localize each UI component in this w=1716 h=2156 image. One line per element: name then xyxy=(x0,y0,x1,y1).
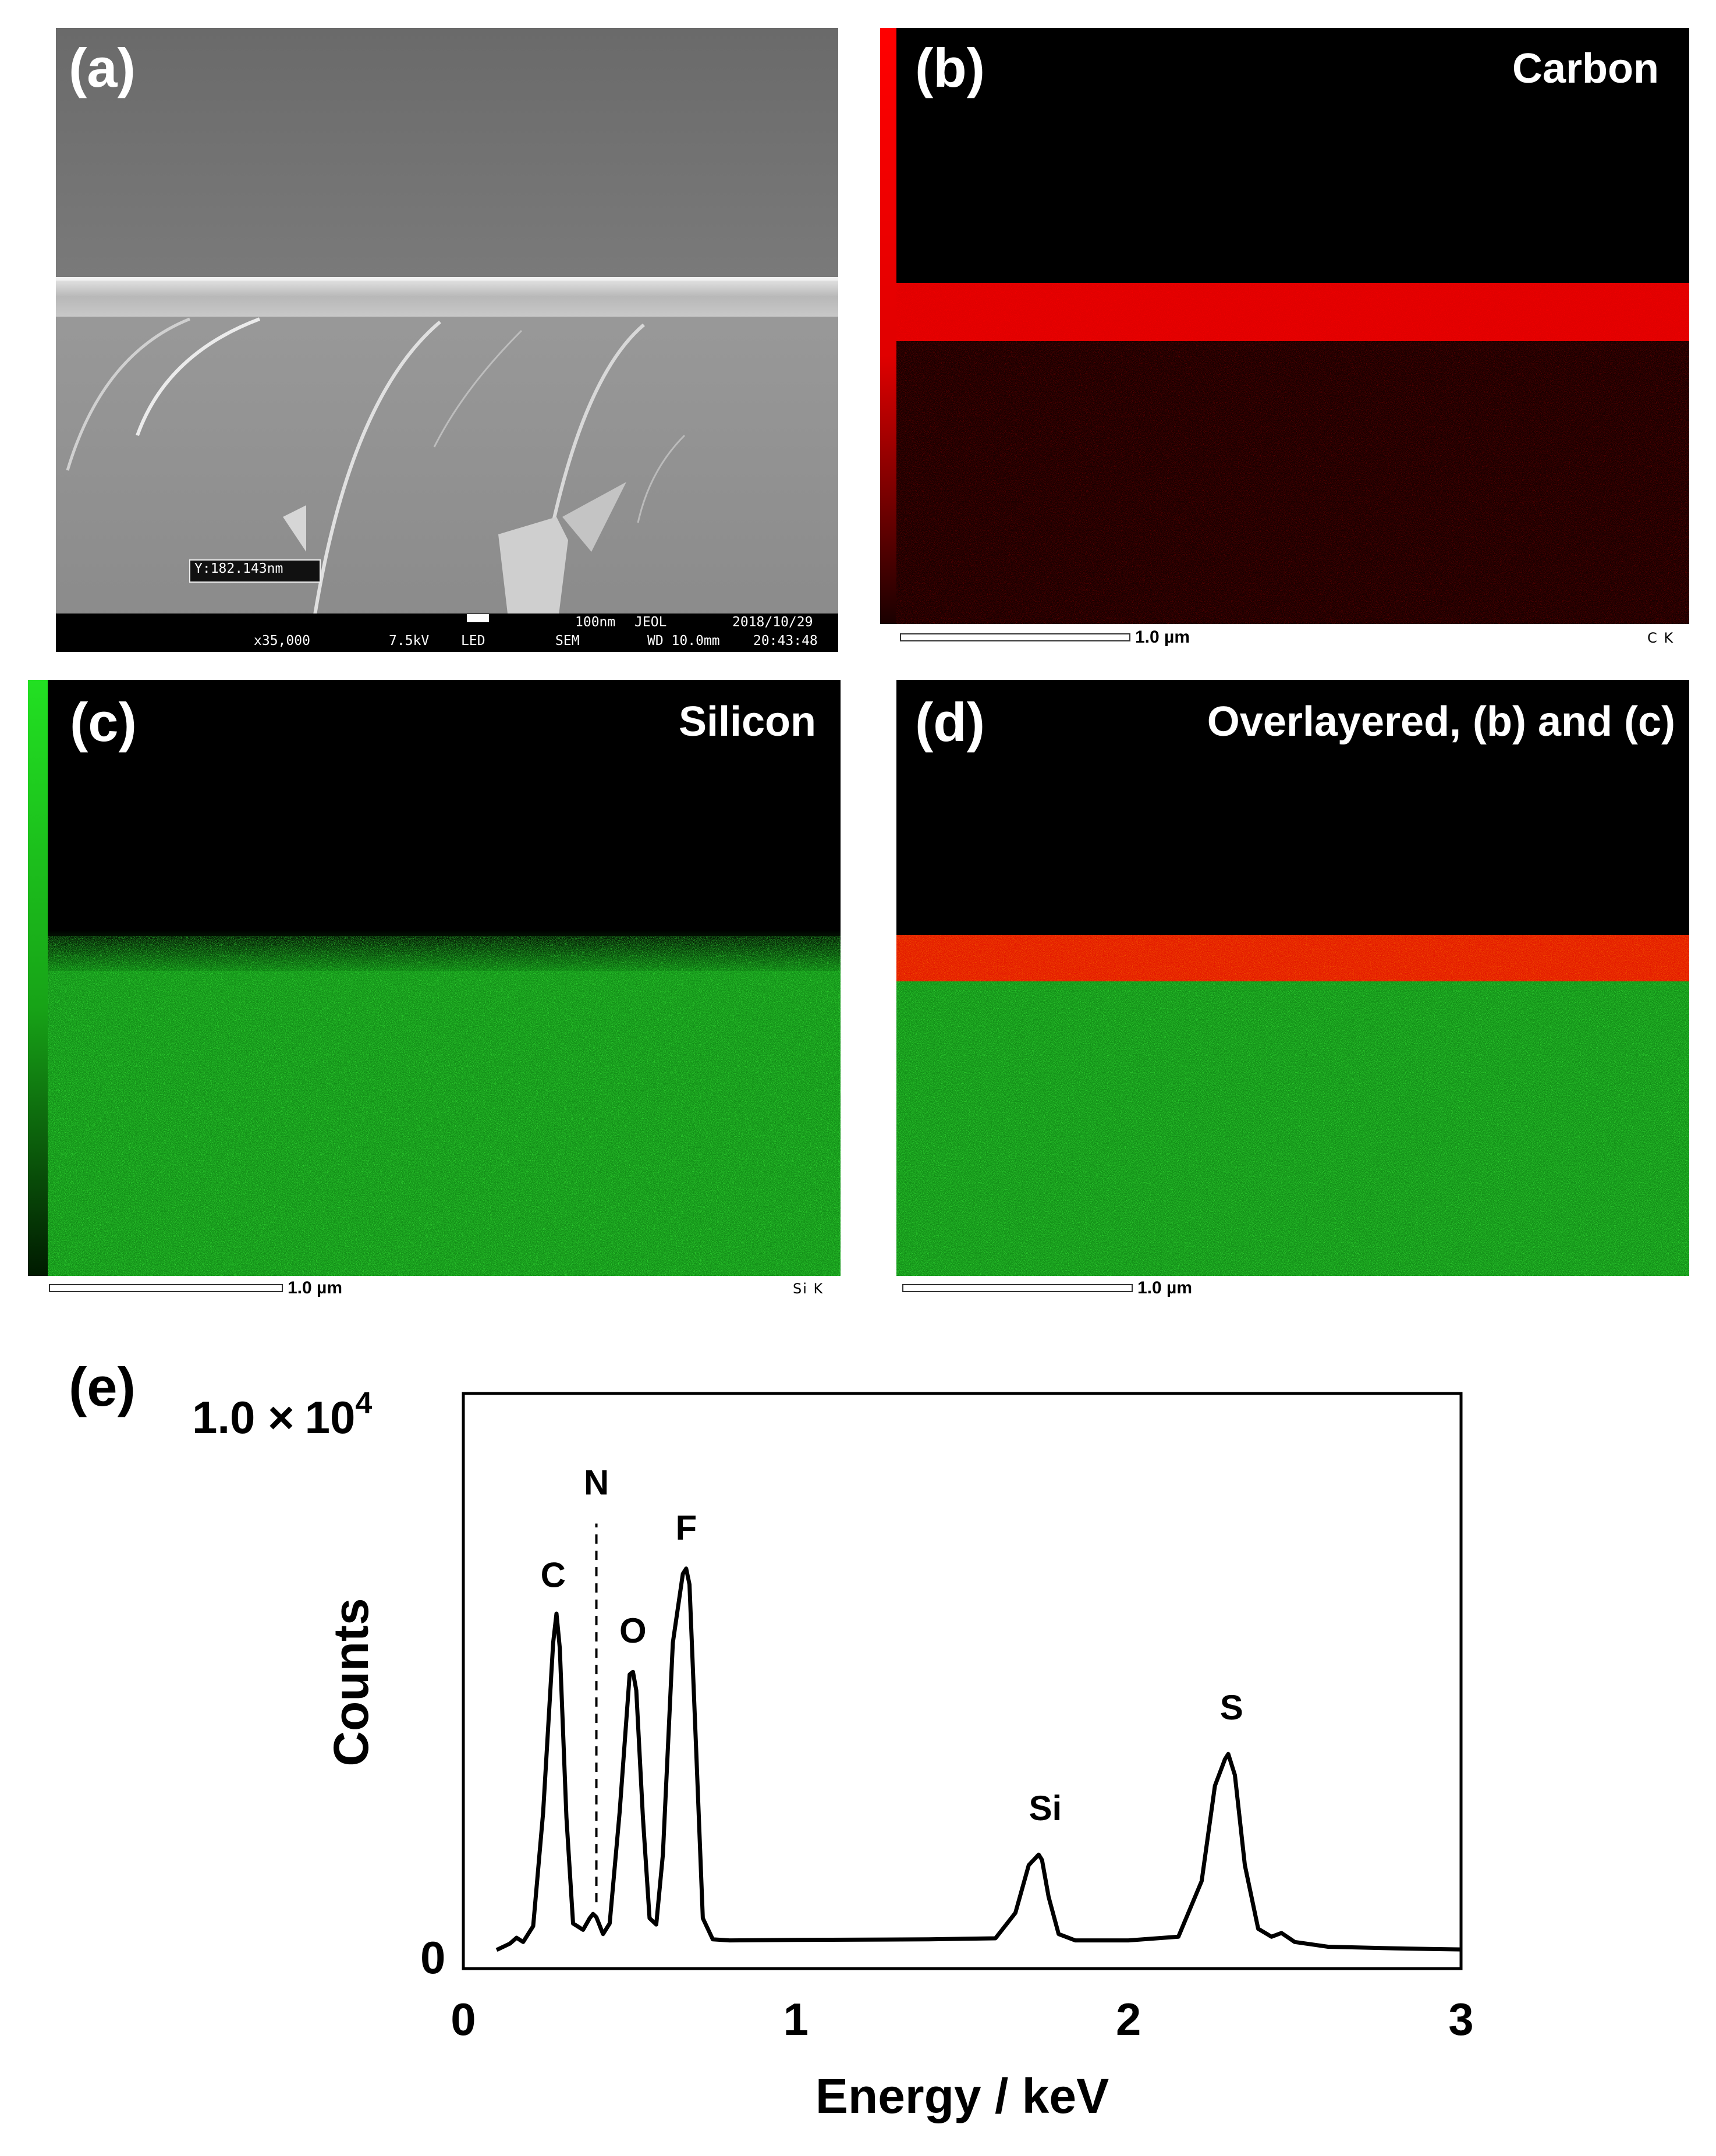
panel-a-sem-image xyxy=(56,28,838,652)
peak-label-c: C xyxy=(541,1556,566,1595)
panel-b-scale-label: 1.0 µm xyxy=(1135,627,1190,647)
x-tick-label: 3 xyxy=(1448,1994,1473,2045)
panel-d-label: (d) xyxy=(915,692,985,753)
eds-spectrum-chart: C N O F Si S 0 1 2 3 1.0 × 104 0 Counts Energy / … xyxy=(192,1386,1474,2123)
panel-c-element-name: Silicon xyxy=(678,698,816,745)
y-axis-top-label: 1.0 × 104 xyxy=(192,1386,372,1443)
peak-label-o: O xyxy=(619,1611,647,1650)
panel-b-label: (b) xyxy=(915,37,985,98)
panel-e-label: (e) xyxy=(69,1356,136,1417)
panel-b-carbon-map xyxy=(880,28,1689,624)
plot-frame xyxy=(462,1392,1463,1970)
peak-label-s: S xyxy=(1220,1688,1243,1727)
panel-d-scale-bar xyxy=(902,1284,1133,1292)
panel-d-overlay-map xyxy=(896,680,1689,1276)
y-axis-zero-label: 0 xyxy=(420,1932,445,1983)
peak-label-n: N xyxy=(584,1463,609,1502)
sem-maker: JEOL xyxy=(634,615,667,630)
panel-c-line-name: Si K xyxy=(793,1281,824,1297)
x-tick-label: 0 xyxy=(451,1994,476,2045)
sem-working-distance: WD 10.0mm xyxy=(647,633,720,648)
y-axis-title: Counts xyxy=(324,1598,378,1766)
sem-scale-text: 100nm xyxy=(575,615,616,630)
panel-c-label: (c) xyxy=(70,692,137,753)
panel-c-silicon-map xyxy=(28,680,841,1276)
panel-c-scale-bar xyxy=(49,1284,283,1292)
panel-b-line-name: C K xyxy=(1647,630,1675,646)
sem-detector: LED xyxy=(461,633,485,648)
sem-time: 20:43:48 xyxy=(753,633,818,648)
panel-b-element-name: Carbon xyxy=(1512,45,1659,92)
peak-label-si: Si xyxy=(1029,1789,1062,1828)
panel-b-scale-bar xyxy=(900,633,1130,641)
peak-label-f: F xyxy=(675,1508,697,1547)
x-axis-title: Energy / keV xyxy=(816,2069,1109,2123)
panel-c-scale-label: 1.0 µm xyxy=(288,1278,342,1297)
measurement-readout: Y:182.143nm xyxy=(194,561,283,576)
x-tick-label: 1 xyxy=(783,1994,809,2045)
x-tick-label: 2 xyxy=(1116,1994,1141,2045)
sem-voltage: 7.5kV xyxy=(389,633,430,648)
panel-a-label: (a) xyxy=(69,37,136,98)
spectrum-line xyxy=(495,1566,1462,1952)
sem-magnification: x35,000 xyxy=(254,633,310,648)
panel-d-element-name: Overlayered, (b) and (c) xyxy=(1207,698,1675,745)
sem-date: 2018/10/29 xyxy=(732,615,813,630)
panel-d-scale-label: 1.0 µm xyxy=(1137,1278,1192,1297)
sem-mode: SEM xyxy=(555,633,580,648)
